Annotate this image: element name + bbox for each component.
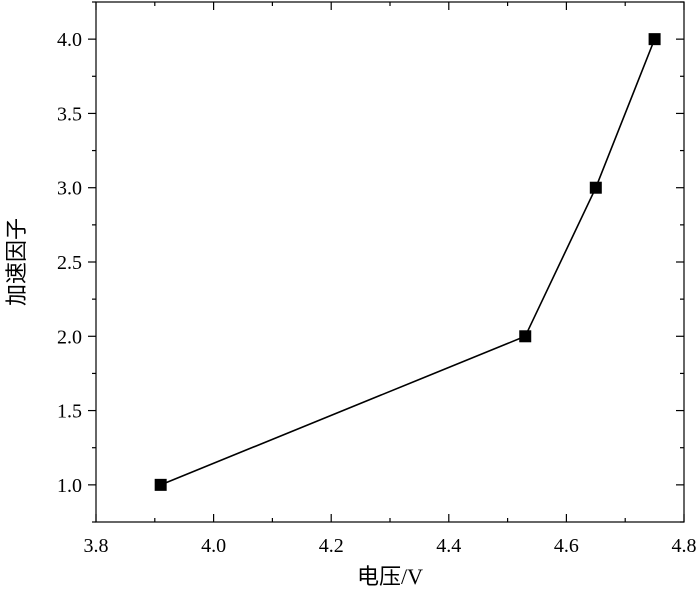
plot-frame xyxy=(95,1,685,523)
x-tick-label: 4.2 xyxy=(319,535,344,557)
markers xyxy=(154,33,661,491)
series-line xyxy=(160,38,656,486)
data-point-marker xyxy=(154,478,167,491)
x-tick-label: 4.6 xyxy=(554,535,579,557)
y-tick-label: 1.5 xyxy=(57,401,82,423)
y-axis-title: 加速因子 xyxy=(4,218,29,306)
x-axis-title: 电压/V xyxy=(357,564,423,589)
y-tick-label: 3.5 xyxy=(57,103,82,125)
data-point-marker xyxy=(519,330,532,343)
x-tick-label: 4.4 xyxy=(436,535,461,557)
y-tick-label: 4.0 xyxy=(57,29,82,51)
y-tick-label: 1.0 xyxy=(57,475,82,497)
x-tick-label: 4.8 xyxy=(672,535,697,557)
x-tick-label: 3.8 xyxy=(84,535,109,557)
data-point-marker xyxy=(648,33,661,46)
ticks xyxy=(88,1,685,523)
x-tick-label: 4.0 xyxy=(201,535,226,557)
data-point-marker xyxy=(589,181,602,194)
y-tick-label: 2.0 xyxy=(57,326,82,348)
y-tick-label: 2.5 xyxy=(57,252,82,274)
tick-labels: 3.8 4.0 4.2 4.4 4.6 4.8 1.0 1.5 2.0 2.5 3.0 3.5 4.0 xyxy=(57,29,697,557)
y-tick-label: 3.0 xyxy=(57,178,82,200)
